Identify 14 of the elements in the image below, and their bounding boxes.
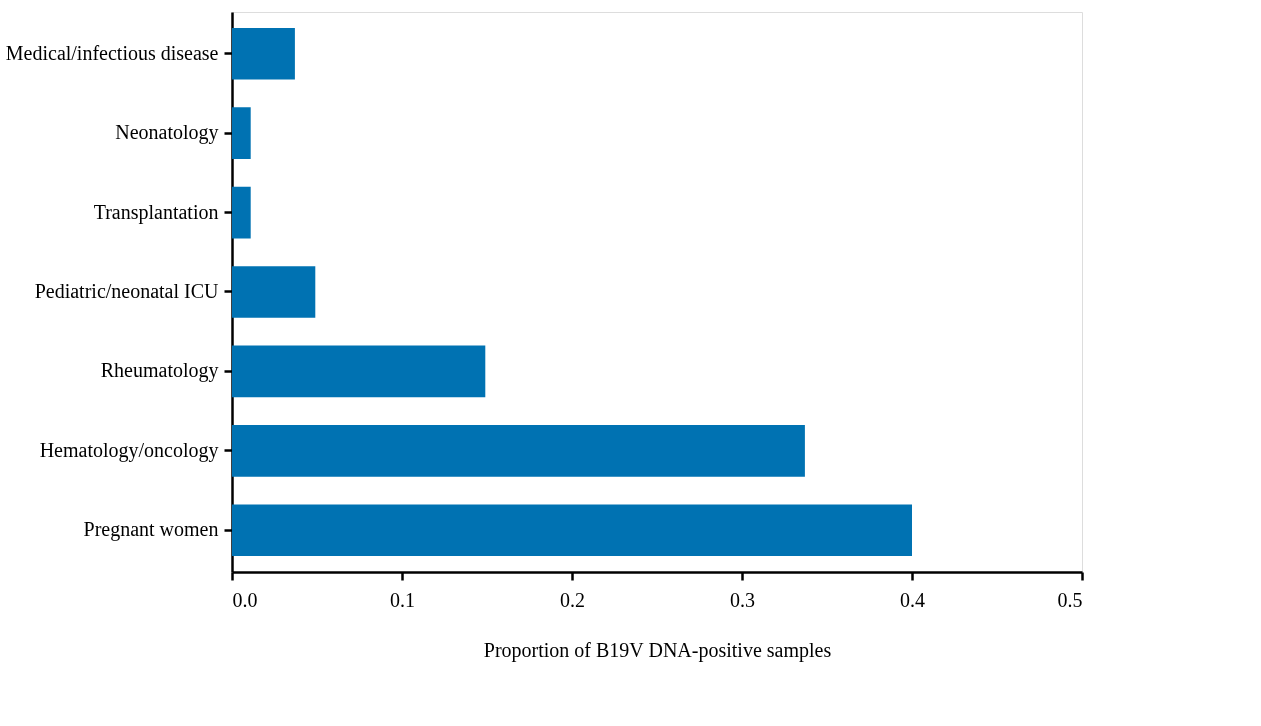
y-tick-label: Neonatology [115,121,219,145]
x-tick-label: 0.5 [1057,588,1083,611]
y-tick-label: Pediatric/neonatal ICU [34,280,220,302]
y-tick-label: Medical/infectious disease [5,41,219,64]
y-tick-label: Rheumatology [100,359,219,383]
x-axis-title: Proportion of B19V DNA-positive samples [483,638,832,662]
y-tick-label: Hematology/oncology [39,438,219,462]
x-tick-label: 0.2 [560,588,585,611]
y-tick-label: Pregnant women [83,518,219,542]
x-tick-label: 0.4 [900,588,925,611]
x-tick-label: 0.1 [390,588,415,611]
y-tick-label: Transplantation [93,200,219,224]
x-tick-label: 0.0 [232,588,258,611]
x-tick-label: 0.3 [730,588,755,611]
